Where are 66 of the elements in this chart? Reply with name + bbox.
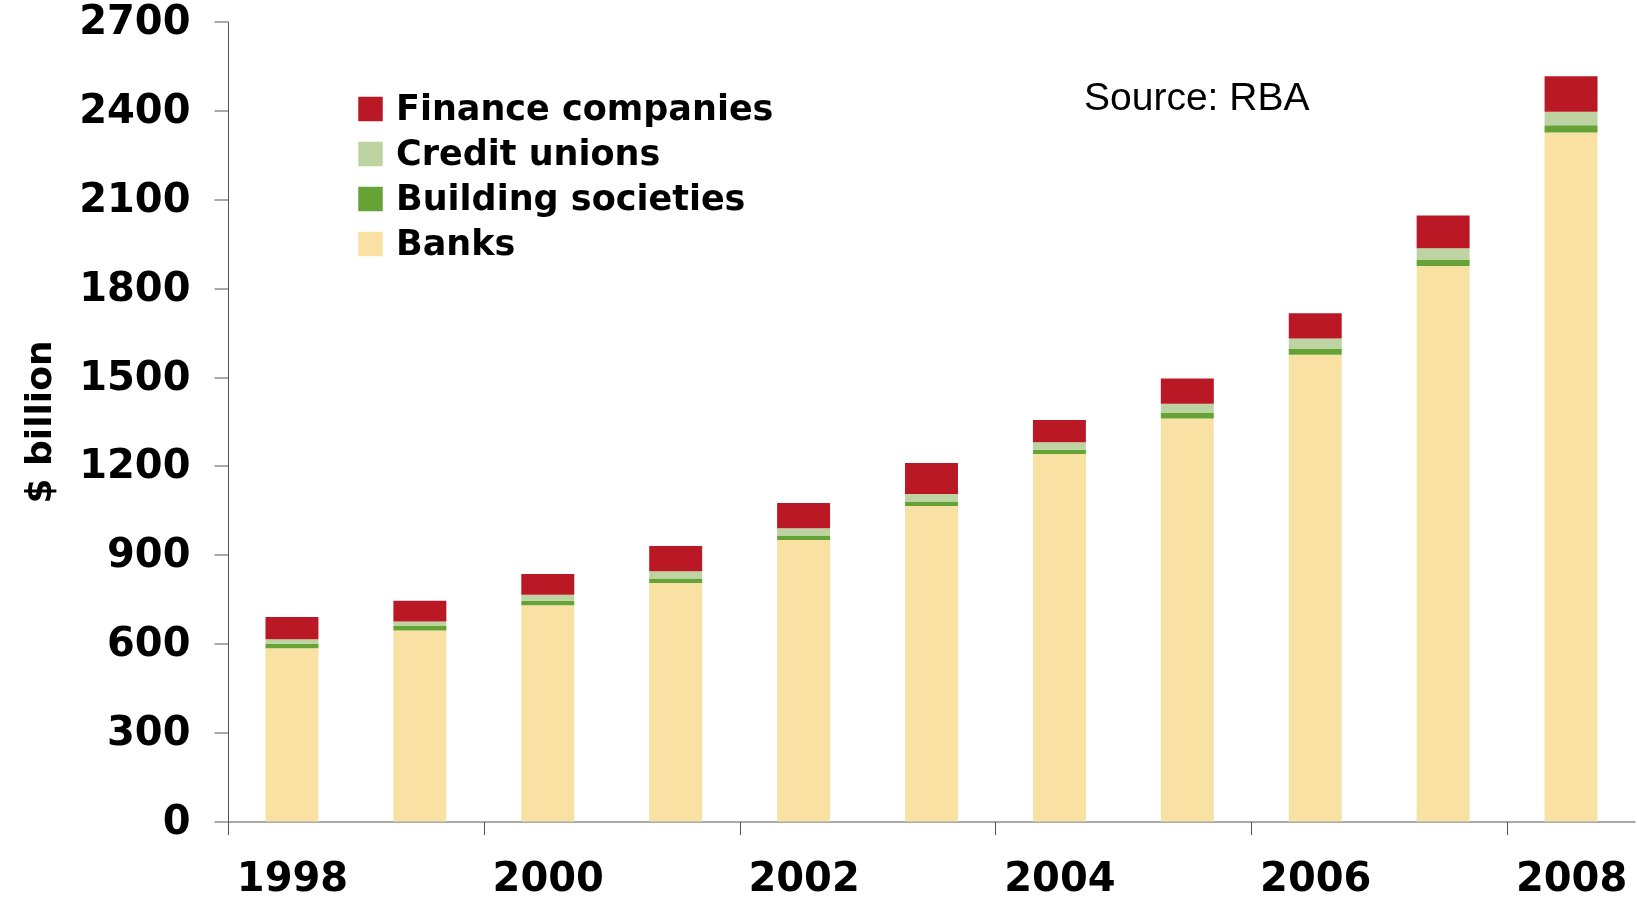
bar xyxy=(1288,313,1342,339)
bar xyxy=(649,578,703,583)
bar xyxy=(265,617,319,640)
bar xyxy=(777,528,831,536)
x-tick-label: 2002 xyxy=(748,854,860,900)
bar xyxy=(521,574,575,595)
bar xyxy=(265,648,319,822)
bar xyxy=(1544,125,1598,133)
bar xyxy=(1160,418,1214,822)
bar xyxy=(1416,265,1470,822)
bar xyxy=(1416,215,1470,249)
y-tick-label: 1500 xyxy=(79,352,191,399)
legend-label: Credit unions xyxy=(396,133,661,173)
bar xyxy=(905,501,958,506)
bar xyxy=(393,600,447,622)
y-tick-label: 2400 xyxy=(79,85,191,132)
x-tick-label: 1998 xyxy=(236,854,349,900)
bar xyxy=(521,600,575,606)
bar xyxy=(777,535,831,541)
bar xyxy=(1288,348,1342,355)
bar xyxy=(1160,378,1214,404)
bar xyxy=(1160,403,1214,413)
legend-label: Finance companies xyxy=(396,88,774,128)
bar xyxy=(1032,420,1086,443)
bar xyxy=(905,505,958,822)
bar xyxy=(1288,338,1342,349)
y-tick-label: 2100 xyxy=(79,174,191,221)
bar xyxy=(1032,454,1086,822)
bar xyxy=(1544,76,1598,112)
y-tick-label: 1200 xyxy=(79,441,191,488)
bar xyxy=(905,494,958,502)
bar xyxy=(1032,449,1086,455)
bar xyxy=(521,605,575,822)
y-tick-label: 600 xyxy=(107,619,191,666)
y-tick-label: 900 xyxy=(107,530,191,577)
x-tick-label: 2008 xyxy=(1515,854,1628,900)
y-axis-title: $ billion xyxy=(17,340,59,504)
bar xyxy=(649,571,703,579)
y-tick-label: 2700 xyxy=(79,0,191,43)
bar xyxy=(521,594,575,601)
bar xyxy=(1544,132,1598,822)
bar xyxy=(777,540,831,822)
bar xyxy=(265,643,319,649)
annotation: Source: RBA xyxy=(1084,74,1310,118)
bar xyxy=(1544,111,1598,126)
bar xyxy=(1416,248,1470,261)
bar xyxy=(265,639,319,644)
y-tick-label: 0 xyxy=(162,797,191,843)
legend-label: Building societies xyxy=(396,178,746,218)
bar xyxy=(393,630,447,822)
bar xyxy=(1288,354,1342,822)
bar xyxy=(905,462,958,495)
bar xyxy=(1416,260,1470,266)
bar xyxy=(649,582,703,822)
x-tick-label: 2006 xyxy=(1260,854,1372,900)
x-tick-label: 2004 xyxy=(1004,854,1116,900)
y-tick-label: 300 xyxy=(107,708,191,755)
y-tick-label: 1800 xyxy=(79,263,191,310)
bar xyxy=(1032,442,1086,450)
bar xyxy=(393,625,447,631)
bar xyxy=(393,621,447,626)
legend-label: Banks xyxy=(396,223,516,263)
bar xyxy=(1160,412,1214,419)
x-tick-label: 2000 xyxy=(492,854,604,900)
bar xyxy=(777,502,831,529)
bar xyxy=(649,545,703,572)
